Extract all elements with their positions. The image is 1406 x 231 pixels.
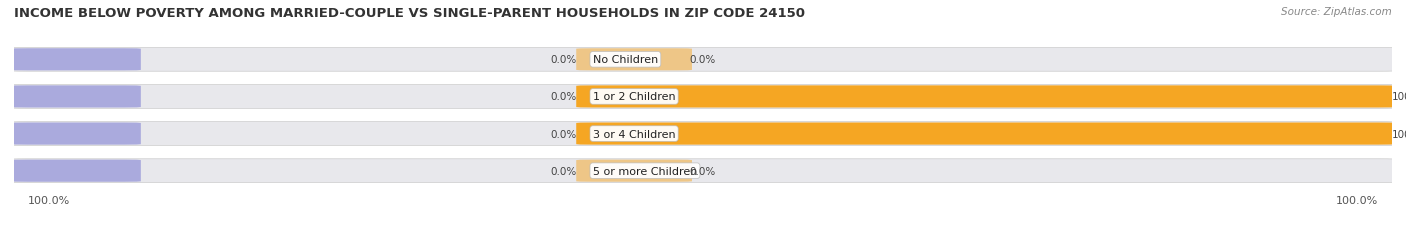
FancyBboxPatch shape [576,160,692,182]
Text: 100.0%: 100.0% [28,195,70,205]
FancyBboxPatch shape [7,122,1399,146]
Text: 0.0%: 0.0% [550,129,576,139]
FancyBboxPatch shape [7,48,1399,72]
Text: 0.0%: 0.0% [689,55,716,65]
Text: Source: ZipAtlas.com: Source: ZipAtlas.com [1281,7,1392,17]
Text: 0.0%: 0.0% [550,92,576,102]
FancyBboxPatch shape [576,49,692,71]
FancyBboxPatch shape [11,123,141,145]
FancyBboxPatch shape [7,85,1399,109]
Text: 0.0%: 0.0% [550,55,576,65]
Text: 5 or more Children: 5 or more Children [593,166,697,176]
FancyBboxPatch shape [11,160,141,182]
Text: 3 or 4 Children: 3 or 4 Children [593,129,675,139]
Text: 100.0%: 100.0% [1336,195,1378,205]
Text: No Children: No Children [593,55,658,65]
Text: 0.0%: 0.0% [550,166,576,176]
FancyBboxPatch shape [11,49,141,71]
Text: INCOME BELOW POVERTY AMONG MARRIED-COUPLE VS SINGLE-PARENT HOUSEHOLDS IN ZIP COD: INCOME BELOW POVERTY AMONG MARRIED-COUPL… [14,7,806,20]
FancyBboxPatch shape [576,86,1395,108]
Text: 100.0%: 100.0% [1392,129,1406,139]
Text: 1 or 2 Children: 1 or 2 Children [593,92,675,102]
FancyBboxPatch shape [11,86,141,108]
Text: 0.0%: 0.0% [689,166,716,176]
Text: 100.0%: 100.0% [1392,92,1406,102]
FancyBboxPatch shape [7,159,1399,183]
FancyBboxPatch shape [576,123,1395,145]
